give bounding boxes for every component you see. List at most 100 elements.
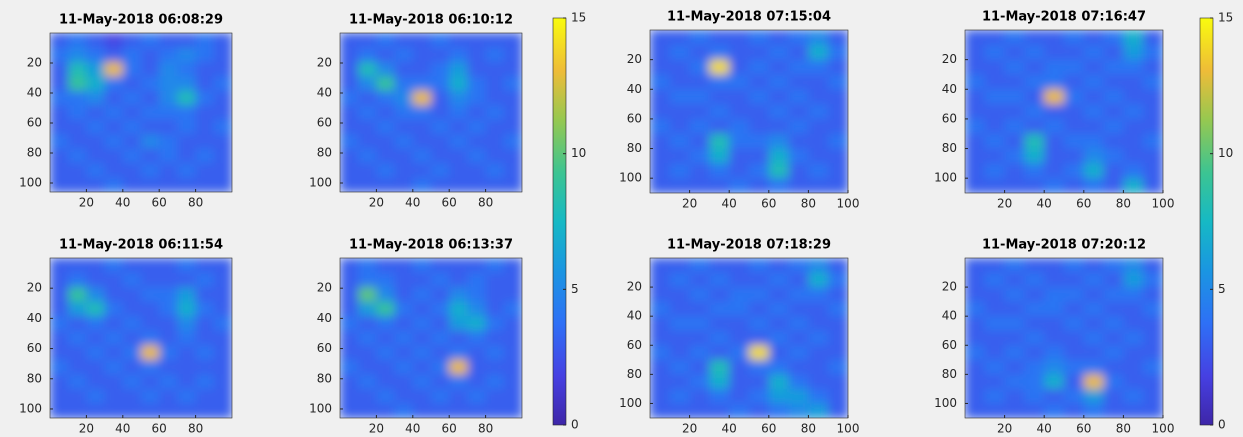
heatmap-cell xyxy=(689,359,710,375)
heatmap-cell xyxy=(1083,272,1105,288)
heatmap-cell xyxy=(394,359,414,375)
heatmap-cell xyxy=(50,287,69,303)
heatmap-cell xyxy=(177,134,197,150)
heatmap-cell xyxy=(358,177,377,192)
heatmap-cell xyxy=(669,301,691,317)
heatmap-cell xyxy=(1024,148,1045,164)
heatmap-cell xyxy=(485,287,505,303)
y-tick-label: 100 xyxy=(309,401,332,415)
heatmap-cell xyxy=(213,134,232,150)
heatmap-cell xyxy=(122,105,142,121)
heatmap-cell xyxy=(828,30,848,46)
heatmap-cell xyxy=(749,163,770,179)
heatmap-cell xyxy=(412,90,432,106)
heatmap-cell xyxy=(68,330,87,346)
heatmap-cell xyxy=(485,258,505,274)
heatmap-cell xyxy=(808,403,829,418)
heatmap-cell xyxy=(1083,258,1105,274)
heatmap-cell xyxy=(1024,89,1045,105)
heatmap-cell xyxy=(1103,89,1124,105)
heatmap-cell xyxy=(788,374,809,390)
heatmap-cell xyxy=(122,359,142,375)
heatmap-cell xyxy=(1103,345,1124,361)
heatmap-cell xyxy=(1024,316,1045,332)
heatmap-cell xyxy=(729,258,750,274)
heatmap-cell xyxy=(467,33,487,48)
heatmap-cell xyxy=(669,148,691,164)
heatmap-cell xyxy=(431,61,450,77)
y-tick-label: 20 xyxy=(627,52,642,66)
heatmap-cell xyxy=(122,134,142,150)
heatmap-cell xyxy=(828,59,848,75)
heatmap-cell xyxy=(808,388,829,404)
heatmap-cell xyxy=(650,30,671,46)
heatmap-cell xyxy=(689,301,710,317)
heatmap-cell xyxy=(689,104,710,120)
heatmap-cell xyxy=(1004,374,1025,390)
x-tick-label: 80 xyxy=(478,422,493,436)
heatmap-cell xyxy=(1004,104,1025,120)
heatmap-cell xyxy=(828,118,848,135)
x-tick-label: 60 xyxy=(761,197,776,211)
heatmap-cells xyxy=(965,258,1163,418)
heatmap-cell xyxy=(984,163,1006,179)
heatmap-cell xyxy=(68,148,87,164)
heatmap-cell xyxy=(749,330,770,346)
heatmap-cell xyxy=(749,178,770,193)
heatmap-cell xyxy=(1064,359,1085,375)
heatmap-cell xyxy=(1083,133,1105,150)
heatmap-cell xyxy=(86,90,106,106)
heatmap-cell xyxy=(213,287,232,303)
heatmap-cell xyxy=(376,388,396,404)
heatmap-cell xyxy=(1143,258,1163,274)
heatmap-cell xyxy=(1004,258,1025,274)
heatmap-cell xyxy=(984,59,1006,75)
x-tick-label: 20 xyxy=(369,196,384,210)
heatmap-cell xyxy=(195,33,215,48)
heatmap-cell xyxy=(50,134,69,150)
heatmap-cell xyxy=(431,105,450,121)
heatmap-cell xyxy=(788,272,809,288)
heatmap-cell xyxy=(669,163,691,179)
heatmap-cell xyxy=(650,374,671,390)
heatmap-cell xyxy=(1103,301,1124,317)
heatmap-cell xyxy=(50,330,69,346)
heatmap-cell xyxy=(1024,272,1045,288)
heatmap-cell xyxy=(749,301,770,317)
heatmap-cell xyxy=(768,316,790,332)
heatmap-cell xyxy=(1103,374,1124,390)
heatmap-cell xyxy=(669,44,691,61)
heatmap-cell xyxy=(808,316,829,332)
heatmap-cell xyxy=(965,44,986,61)
heatmap-cell xyxy=(1064,374,1085,390)
heatmap-cell xyxy=(828,89,848,105)
heatmap-cell xyxy=(485,134,505,150)
heatmap-cell xyxy=(431,119,450,135)
heatmap-cell xyxy=(376,301,396,317)
heatmap-cell xyxy=(1103,316,1124,332)
colorbar-tick-label: 10 xyxy=(1218,146,1233,160)
x-tick-label: 60 xyxy=(761,422,776,436)
x-tick-label: 60 xyxy=(442,196,457,210)
heatmap-cell xyxy=(177,403,197,418)
heatmap-cell xyxy=(1024,104,1045,120)
x-tick-label: 40 xyxy=(1037,422,1052,436)
heatmap-cell xyxy=(965,118,986,135)
heatmap-cell xyxy=(449,163,468,179)
heatmap-cell xyxy=(1083,89,1105,105)
heatmap-cell xyxy=(177,61,197,77)
heatmap-cell xyxy=(768,133,790,150)
heatmap-cell xyxy=(431,359,450,375)
x-tick-label: 40 xyxy=(115,422,130,436)
heatmap-cell xyxy=(749,59,770,75)
heatmap-cell xyxy=(1024,163,1045,179)
heatmap-cell xyxy=(788,258,809,274)
heatmap-cell xyxy=(650,287,671,303)
heatmap-cell xyxy=(503,388,522,404)
heatmap-cell xyxy=(213,148,232,164)
heatmap-cell xyxy=(159,403,178,418)
heatmap-cell xyxy=(467,359,487,375)
heatmap-cell xyxy=(650,133,671,150)
y-tick-label: 80 xyxy=(627,141,642,155)
heatmap-cell xyxy=(808,330,829,346)
